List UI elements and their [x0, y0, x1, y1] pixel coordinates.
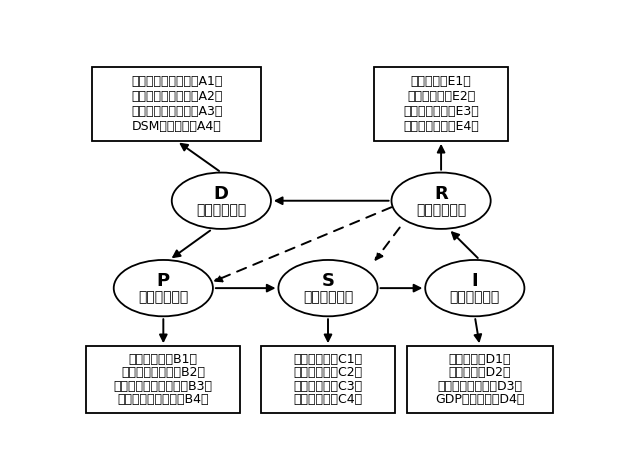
- Bar: [86, 346, 240, 413]
- Text: 设备故障率（B1）: 设备故障率（B1）: [129, 353, 198, 366]
- Text: 开放化水平（C3）: 开放化水平（C3）: [293, 380, 363, 393]
- Ellipse shape: [172, 173, 271, 229]
- Text: DSM用能比例（A4）: DSM用能比例（A4）: [132, 120, 221, 133]
- Text: 智能化水平（C2）: 智能化水平（C2）: [293, 366, 363, 379]
- Text: 可再生能源渗透率（A1）: 可再生能源渗透率（A1）: [131, 75, 223, 88]
- Text: 综合能源利用效率（A3）: 综合能源利用效率（A3）: [131, 105, 223, 118]
- Text: 系统调节能力: 系统调节能力: [416, 203, 466, 217]
- Text: I: I: [472, 272, 478, 290]
- Bar: [406, 346, 553, 413]
- Bar: [374, 67, 508, 141]
- Text: 政策响应（E1）: 政策响应（E1）: [411, 75, 472, 88]
- Ellipse shape: [278, 260, 378, 316]
- Text: 可再生能源消纳率（A2）: 可再生能源消纳率（A2）: [131, 90, 223, 103]
- Text: 年利润额（D2）: 年利润额（D2）: [449, 366, 511, 379]
- Text: 人员决策能力（E4）: 人员决策能力（E4）: [403, 120, 479, 133]
- Text: 电气化水平（C1）: 电气化水平（C1）: [293, 353, 363, 366]
- Text: 资源禀赋程度（E3）: 资源禀赋程度（E3）: [403, 105, 479, 118]
- Text: R: R: [434, 184, 448, 203]
- Text: 系统运行效益: 系统运行效益: [450, 290, 500, 304]
- Text: 系统稳定运行: 系统稳定运行: [138, 290, 188, 304]
- Text: 污染物减排效益（D3）: 污染物减排效益（D3）: [437, 380, 522, 393]
- Bar: [261, 346, 395, 413]
- Text: 费用年值（D1）: 费用年值（D1）: [449, 353, 511, 366]
- Ellipse shape: [425, 260, 524, 316]
- Ellipse shape: [392, 173, 491, 229]
- Text: D: D: [214, 184, 229, 203]
- Text: GDP区域占比（D4）: GDP区域占比（D4）: [435, 393, 524, 406]
- Text: 配电网最大功率突变（B3）: 配电网最大功率突变（B3）: [114, 380, 213, 393]
- Text: 源荷不确定性: 源荷不确定性: [196, 203, 246, 217]
- Bar: [92, 67, 261, 141]
- Text: 舒适化水平（C4）: 舒适化水平（C4）: [293, 393, 363, 406]
- Text: 系统运行水平: 系统运行水平: [303, 290, 353, 304]
- Text: 配电网潮流均衡度（B4）: 配电网潮流均衡度（B4）: [118, 393, 209, 406]
- Ellipse shape: [114, 260, 213, 316]
- Text: P: P: [157, 272, 170, 290]
- Text: S: S: [321, 272, 335, 290]
- Text: 重要负荷失能率（B2）: 重要负荷失能率（B2）: [122, 366, 205, 379]
- Text: 技术适应性（E2）: 技术适应性（E2）: [407, 90, 476, 103]
